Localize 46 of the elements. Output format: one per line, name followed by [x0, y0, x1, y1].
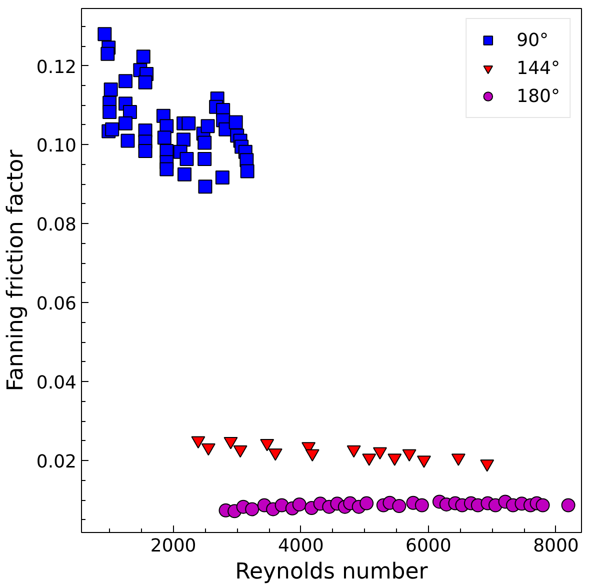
point: [100, 46, 115, 61]
point: [215, 170, 230, 185]
point: [118, 74, 133, 88]
y-axis-title: Fanning friction factor: [3, 148, 28, 392]
point: [198, 152, 212, 166]
y-tick-label: 0.08: [36, 214, 76, 236]
point: [182, 116, 196, 130]
point: [392, 499, 406, 514]
x-axis-title: Reynolds number: [235, 560, 429, 584]
point: [104, 82, 118, 96]
point: [118, 116, 133, 130]
legend-label: 144°: [516, 58, 560, 78]
point: [176, 132, 191, 147]
point: [157, 130, 172, 145]
point: [198, 180, 212, 194]
point: [292, 497, 306, 512]
point: [98, 27, 112, 42]
y-tick-label: 0.02: [36, 452, 76, 473]
point: [228, 115, 243, 130]
point: [138, 144, 152, 158]
legend-label: 180°: [516, 86, 560, 106]
point: [198, 136, 212, 150]
x-tick-label: 6000: [406, 536, 452, 556]
point: [120, 134, 135, 148]
point: [200, 119, 215, 134]
point: [102, 104, 117, 119]
point: [105, 122, 120, 136]
point: [240, 164, 254, 178]
point: [180, 152, 194, 166]
point: [136, 50, 150, 64]
y-tick-label: 0.10: [36, 136, 76, 157]
x-tick-label: 4000: [278, 536, 324, 556]
y-tick-label: 0.12: [36, 56, 76, 78]
point: [138, 75, 152, 90]
legend-label: 90°: [516, 30, 549, 50]
point: [536, 498, 550, 512]
point: [414, 498, 429, 512]
point: [245, 502, 260, 516]
x-tick-label: 2000: [150, 536, 196, 556]
y-tick-label: 0.04: [36, 372, 76, 394]
x-tick-label: 8000: [533, 536, 579, 556]
y-tick-label: 0.06: [36, 294, 76, 315]
point: [561, 498, 576, 512]
point: [360, 496, 374, 510]
point: [160, 162, 174, 176]
point: [177, 167, 192, 182]
